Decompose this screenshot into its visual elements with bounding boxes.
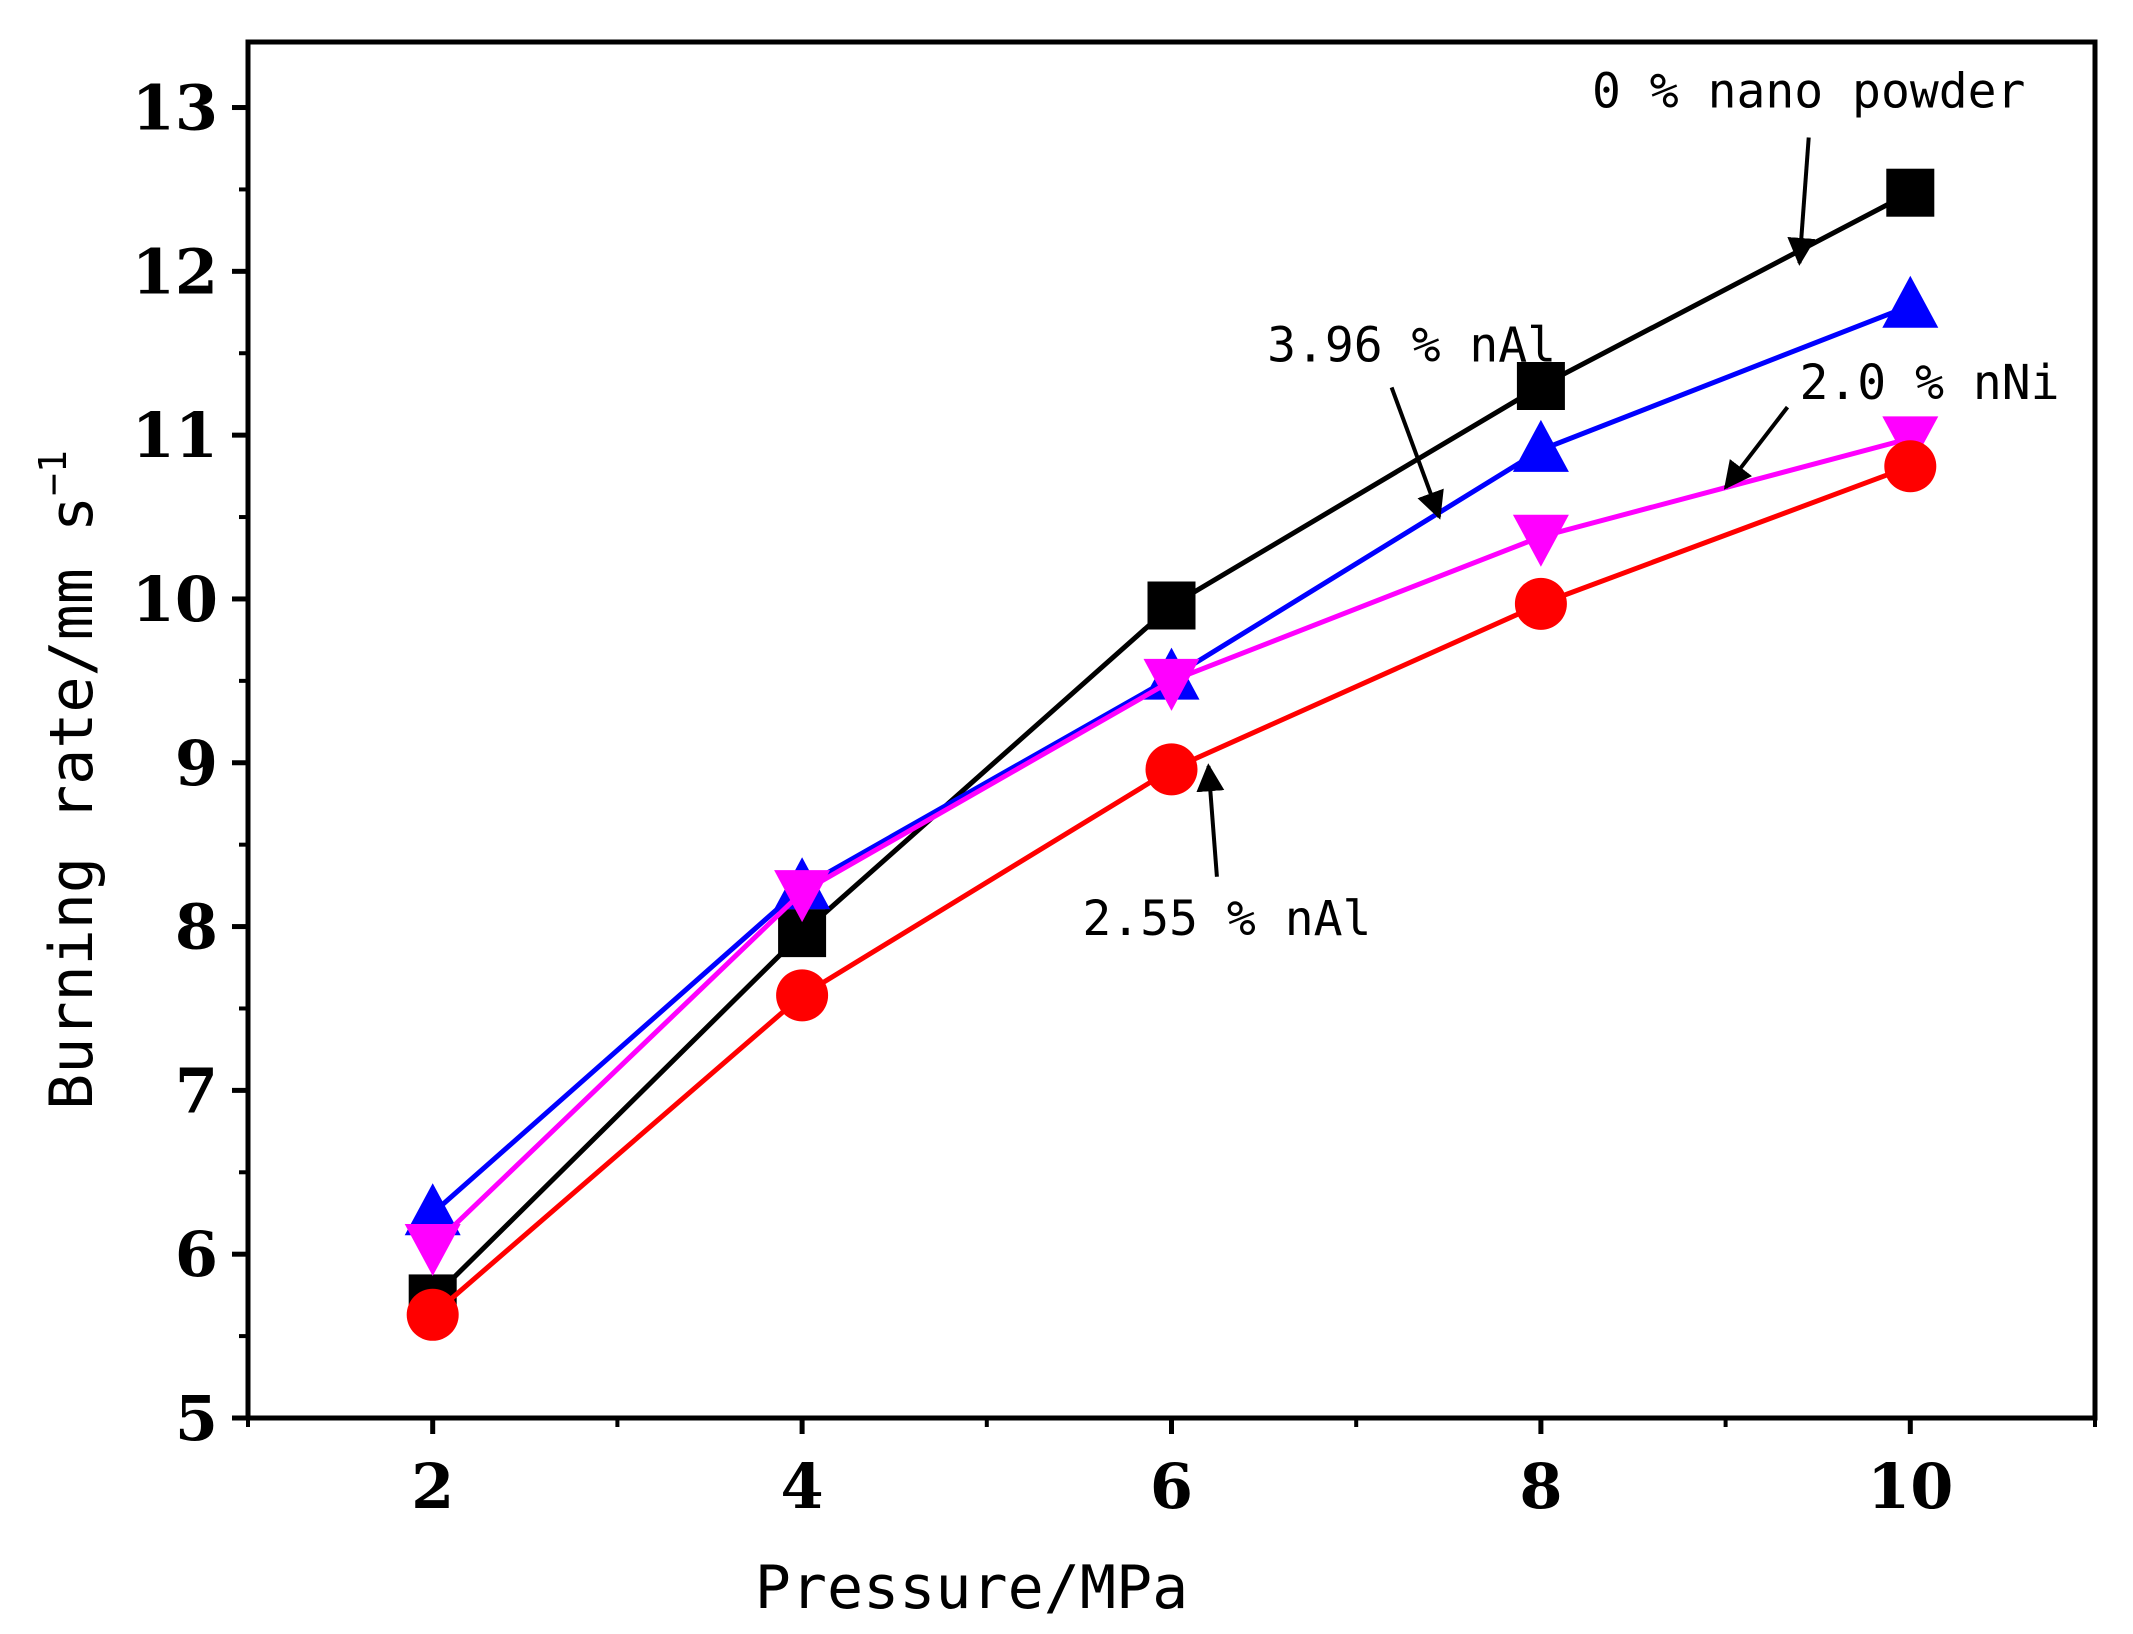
- data-point: [1886, 168, 1935, 217]
- data-point: [1145, 743, 1198, 796]
- x-tick-label: 6: [1150, 1450, 1193, 1523]
- data-point: [1512, 514, 1569, 567]
- annotation-arrow: [1787, 137, 1816, 266]
- y-tick-label: 11: [132, 399, 218, 472]
- annotation: 2.55 % nAl: [1082, 763, 1371, 947]
- y-tick-label: 13: [132, 72, 218, 145]
- data-point: [774, 870, 831, 923]
- series-layer: [404, 168, 1939, 1341]
- data-point: [1512, 419, 1569, 472]
- y-tick-label: 6: [175, 1218, 218, 1291]
- series-3: [406, 440, 1937, 1341]
- annotation-layer: 0 % nano powder 3.96 % nAl 2.0 % nNi 2.55 %…: [1082, 64, 2059, 947]
- plot-frame: [245, 39, 2098, 1421]
- y-tick-label: 10: [132, 563, 218, 636]
- annotation-arrow: [1196, 763, 1225, 877]
- annotation: 0 % nano powder: [1592, 64, 2025, 266]
- annotation-label: 2.0 % nNi: [1799, 355, 2059, 411]
- annotation-arrow: [1723, 405, 1790, 490]
- data-point: [1882, 275, 1939, 328]
- y-tick-label: 8: [175, 891, 218, 964]
- data-point: [406, 1288, 459, 1341]
- annotation: 3.96 % nAl: [1267, 317, 1556, 520]
- x-tick-label: 4: [781, 1450, 824, 1523]
- data-point: [1147, 581, 1196, 630]
- x-tick-label: 2: [411, 1450, 454, 1523]
- plot-border: [245, 39, 2098, 1421]
- data-point: [1516, 362, 1565, 410]
- data-point: [1884, 440, 1937, 493]
- data-point: [1143, 658, 1200, 711]
- annotation-label: 3.96 % nAl: [1267, 317, 1556, 373]
- x-tick-label: 10: [1867, 1450, 1953, 1523]
- y-tick-label: 9: [175, 727, 218, 800]
- annotation-arrow: [1389, 386, 1444, 520]
- y-tick-label: 5: [175, 1382, 218, 1455]
- y-tick-label: 7: [175, 1054, 218, 1127]
- data-point: [404, 1183, 461, 1236]
- y-axis-title: Burning rate/mm s−1: [31, 450, 107, 1110]
- annotation: 2.0 % nNi: [1723, 355, 2060, 490]
- y-tick-label: 12: [132, 235, 218, 308]
- axis-ticks: 5 6 7 8 9 10 11 12 13 2 4 6 8 10: [132, 72, 2097, 1523]
- annotation-label: 0 % nano powder: [1592, 64, 2025, 120]
- data-point: [776, 969, 829, 1022]
- data-point: [1514, 577, 1567, 630]
- annotation-label: 2.55 % nAl: [1082, 891, 1371, 947]
- x-tick-label: 8: [1519, 1450, 1562, 1523]
- series-2: [404, 416, 1939, 1276]
- data-point: [404, 1224, 461, 1276]
- x-axis-title: Pressure/MPa: [755, 1553, 1188, 1623]
